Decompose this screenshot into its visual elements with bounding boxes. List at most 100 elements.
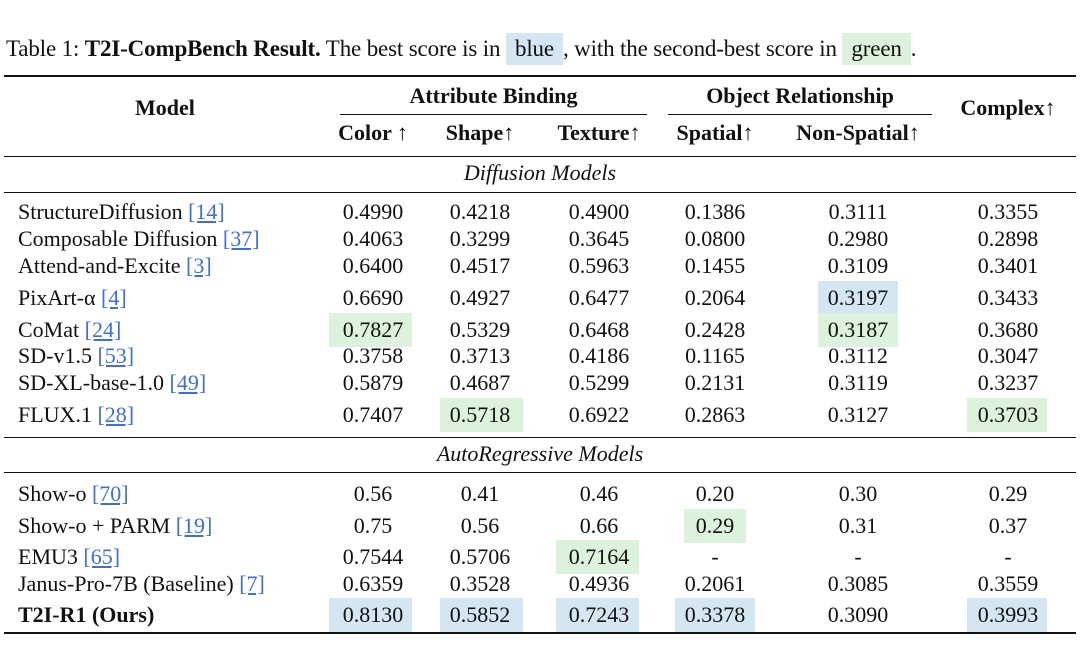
citation-link[interactable]: [14] [188, 199, 225, 224]
autoregressive-section-rule [4, 472, 1076, 473]
caption-green-swatch: green [842, 33, 911, 65]
citation-link[interactable]: [37] [222, 226, 260, 251]
row-model-name: T2I-R1 (Ours) [18, 602, 154, 628]
row-model-name: FLUX.1 [28] [18, 402, 134, 428]
row-model-name: SD-XL-base-1.0 [49] [18, 370, 206, 396]
header-model: Model [135, 95, 195, 120]
cell-color: 0.7827 [342, 317, 404, 342]
cell-color: 0.7544 [342, 544, 404, 569]
cell-shape: 0.5706 [449, 544, 511, 569]
citation-link[interactable]: [65] [83, 544, 121, 569]
model-name-text: FLUX.1 [18, 402, 98, 427]
row-model-name: EMU3 [65] [18, 544, 120, 570]
model-name-text: T2I-R1 (Ours) [18, 602, 155, 627]
best-score-highlight [818, 281, 898, 315]
cell-complex: 0.3047 [977, 343, 1039, 368]
cell-shape: 0.4517 [449, 253, 511, 278]
cell-color: 0.8130 [342, 602, 404, 627]
cell-shape: 0.5718 [449, 402, 511, 427]
cell-texture: 0.5299 [568, 370, 630, 395]
cell-color: 0.56 [353, 481, 393, 506]
cell-shape: 0.4687 [449, 370, 511, 395]
cell-nonspatial: 0.30 [838, 481, 878, 506]
cell-texture: 0.46 [579, 481, 619, 506]
row-model-name: Janus-Pro-7B (Baseline) [7] [18, 571, 265, 597]
citation-link[interactable]: [7] [239, 571, 265, 596]
object-group-rule [668, 114, 932, 115]
cell-nonspatial: 0.3187 [827, 317, 889, 342]
cell-texture: 0.3645 [568, 226, 630, 251]
cell-color: 0.3758 [342, 343, 404, 368]
citation-link[interactable]: [3] [186, 253, 212, 278]
cell-shape: 0.5852 [449, 602, 511, 627]
best-score-highlight [556, 598, 639, 632]
cell-color: 0.4990 [342, 199, 404, 224]
second-best-highlight [684, 509, 746, 543]
citation-link[interactable]: [53] [97, 343, 135, 368]
table-top-rule [4, 75, 1076, 77]
cell-color: 0.75 [353, 513, 393, 538]
cell-spatial: 0.0800 [684, 226, 746, 251]
cell-complex: 0.29 [988, 481, 1028, 506]
cell-spatial: 0.2863 [684, 402, 746, 427]
cell-spatial: 0.2428 [684, 317, 746, 342]
cell-complex: 0.3703 [977, 402, 1039, 427]
cell-nonspatial: 0.3090 [827, 602, 889, 627]
cell-nonspatial: 0.3197 [827, 285, 889, 310]
cell-texture: 0.6922 [568, 402, 630, 427]
citation-link[interactable]: [4] [101, 285, 127, 310]
row-model-name: StructureDiffusion [14] [18, 199, 225, 225]
cell-complex: 0.2898 [977, 226, 1039, 251]
cell-spatial: 0.2061 [684, 571, 746, 596]
diffusion-section-rule [4, 192, 1076, 193]
cell-color: 0.6400 [342, 253, 404, 278]
citation-link[interactable]: [70] [91, 481, 129, 506]
header-complex: Complex↑ [960, 95, 1056, 120]
cell-spatial: 0.20 [695, 481, 735, 506]
citation-link[interactable]: [28] [97, 402, 135, 427]
cell-spatial: - [711, 544, 719, 569]
model-name-text: Attend-and-Excite [18, 253, 186, 278]
caption-end: . [910, 36, 917, 61]
cell-nonspatial: 0.3119 [828, 370, 888, 395]
caption-blue-swatch: blue [505, 33, 563, 65]
cell-nonspatial: 0.3109 [827, 253, 889, 278]
cell-nonspatial: 0.3111 [828, 199, 888, 224]
cell-spatial: 0.3378 [684, 602, 746, 627]
header-object-relationship: Object Relationship [706, 83, 894, 108]
second-best-highlight [440, 398, 523, 432]
cell-texture: 0.66 [579, 513, 619, 538]
cell-shape: 0.41 [460, 481, 500, 506]
row-model-name: Attend-and-Excite [3] [18, 253, 212, 279]
citation-link[interactable]: [49] [169, 370, 207, 395]
section-diffusion-models: Diffusion Models [463, 160, 617, 185]
table-bottom-rule [4, 632, 1076, 634]
model-name-text: Janus-Pro-7B (Baseline) [18, 571, 240, 596]
cell-texture: 0.4936 [568, 571, 630, 596]
cell-nonspatial: 0.31 [838, 513, 878, 538]
model-name-text: CoMat [18, 317, 85, 342]
cell-complex: 0.3433 [977, 285, 1039, 310]
citation-link[interactable]: [19] [175, 513, 213, 538]
row-model-name: SD-v1.5 [53] [18, 343, 134, 369]
row-model-name: Composable Diffusion [37] [18, 226, 260, 252]
cell-shape: 0.4927 [449, 285, 511, 310]
cell-complex: 0.3559 [977, 571, 1039, 596]
cell-spatial: 0.1165 [685, 343, 745, 368]
cell-nonspatial: 0.3127 [827, 402, 889, 427]
caption-mid: The best score is in [320, 36, 506, 61]
best-score-highlight [675, 598, 755, 632]
cell-complex: 0.3993 [977, 602, 1039, 627]
cell-texture: 0.7164 [568, 544, 630, 569]
header-texture: Texture↑ [557, 120, 641, 145]
cell-texture: 0.5963 [568, 253, 630, 278]
header-attribute-binding: Attribute Binding [409, 83, 578, 108]
model-name-text: EMU3 [18, 544, 84, 569]
cell-texture: 0.6468 [568, 317, 630, 342]
citation-link[interactable]: [24] [84, 317, 122, 342]
cell-spatial: 0.29 [695, 513, 735, 538]
cell-color: 0.6690 [342, 285, 404, 310]
cell-complex: - [1004, 544, 1012, 569]
cell-shape: 0.3528 [449, 571, 511, 596]
